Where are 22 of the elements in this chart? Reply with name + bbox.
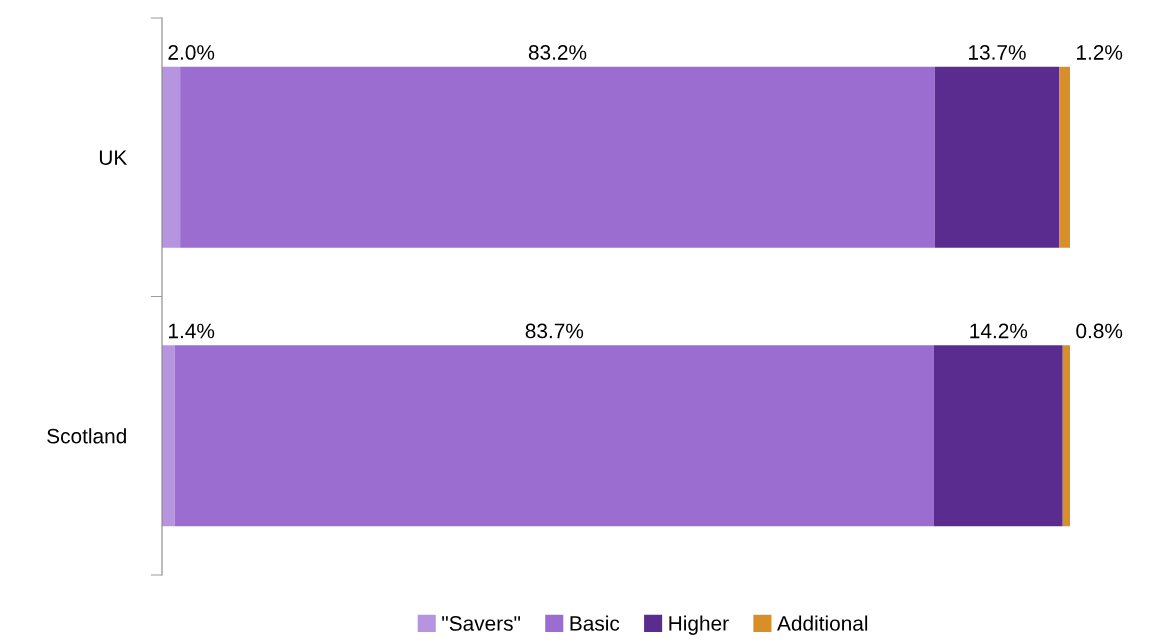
legend-label: Additional [777,615,868,631]
data-label: 1.4% [169,323,215,339]
data-label: 2.0% [168,45,215,60]
legend-label: Basic [570,615,620,631]
bar [162,345,175,527]
bar [1062,345,1070,527]
data-label: 14.2% [970,323,1028,339]
bar [933,345,1063,527]
legend-label: "Savers" [442,616,521,631]
bar [934,66,1060,248]
y-tick-label: Scotland [47,428,126,444]
data-label: 83.7% [525,323,584,339]
bar [180,66,935,248]
data-label: 13.7% [969,45,1026,60]
data-label: 0.8% [1076,323,1123,339]
y-tick-label: UK [99,150,128,165]
data-label: 83.2% [528,45,587,60]
bar [174,345,934,527]
data-label: 1.2% [1077,45,1123,60]
legend-label: Higher [669,615,729,635]
bar [1059,66,1070,248]
bar [162,66,181,248]
